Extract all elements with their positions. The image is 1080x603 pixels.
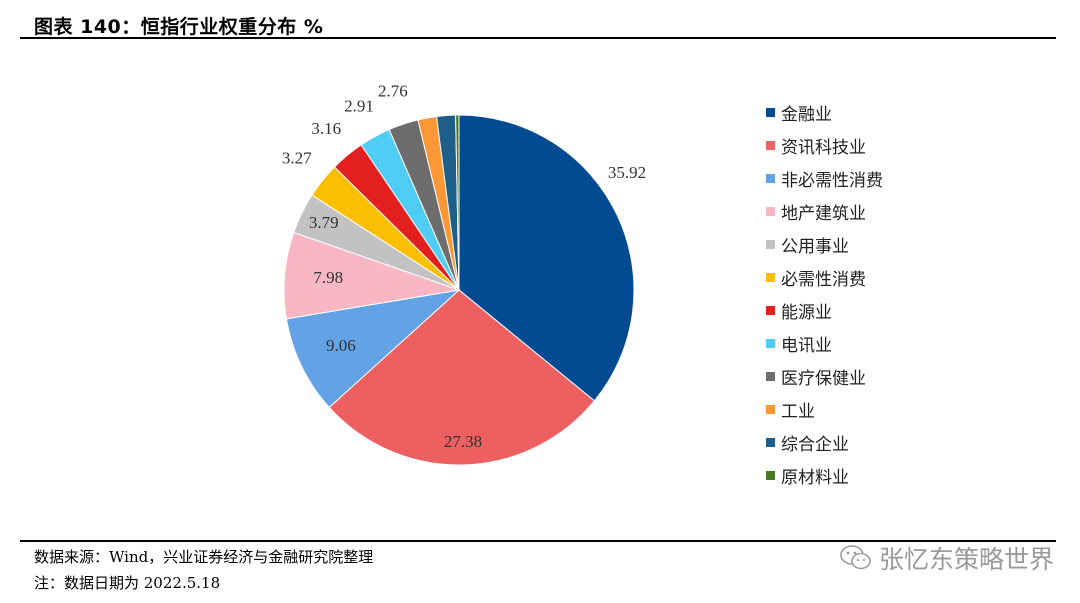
- legend-label: 地产建筑业: [781, 204, 866, 224]
- pie-slice-2: [328, 289, 596, 466]
- wechat-icon: [840, 545, 871, 570]
- legend-label: 电讯业: [781, 336, 832, 356]
- legend-swatch: [766, 273, 775, 282]
- legend-item-2: 资讯科技业: [766, 129, 883, 162]
- watermark: 张忆东策略世界: [839, 540, 1054, 576]
- top-divider: [20, 37, 1056, 39]
- pie-slice-12: [455, 114, 460, 291]
- legend-label: 公用事业: [781, 237, 849, 257]
- legend-item-8: 电讯业: [766, 327, 883, 360]
- legend-label: 金融业: [781, 105, 832, 125]
- legend-item-5: 公用事业: [766, 228, 883, 261]
- legend-label: 资讯科技业: [781, 138, 866, 158]
- slice-label-3: 9.06: [326, 336, 356, 355]
- legend-item-11: 综合企业: [766, 426, 883, 459]
- slice-label-9: 2.76: [378, 82, 408, 101]
- legend-label: 工业: [781, 402, 815, 422]
- watermark-text: 张忆东策略世界: [878, 545, 1054, 574]
- slice-label-2: 27.38: [444, 432, 482, 451]
- legend-label: 医疗保健业: [781, 369, 866, 389]
- legend-label: 综合企业: [781, 435, 849, 455]
- slice-label-8: 2.91: [344, 97, 374, 116]
- slice-label-7: 3.16: [311, 119, 341, 138]
- legend-item-6: 必需性消费: [766, 261, 883, 294]
- legend-swatch: [766, 240, 775, 249]
- pie-slice-1: [458, 114, 635, 402]
- legend-swatch: [766, 405, 775, 414]
- legend-item-12: 原材料业: [766, 459, 883, 492]
- slice-label-5: 3.79: [309, 213, 339, 232]
- legend-swatch: [766, 471, 775, 480]
- slice-label-1: 35.92: [608, 163, 646, 182]
- chart-title: 图表 140：恒指行业权重分布 %: [34, 16, 324, 38]
- legend-swatch: [766, 339, 775, 348]
- legend-swatch: [766, 306, 775, 315]
- legend-item-3: 非必需性消费: [766, 162, 883, 195]
- legend-item-7: 能源业: [766, 294, 883, 327]
- legend-label: 非必需性消费: [781, 171, 883, 191]
- pie-slice-3: [285, 289, 461, 409]
- slice-label-6: 3.27: [282, 149, 312, 168]
- legend-label: 必需性消费: [781, 270, 866, 290]
- legend-item-10: 工业: [766, 393, 883, 426]
- legend-label: 能源业: [781, 303, 832, 323]
- bottom-divider: [20, 540, 1056, 542]
- legend-label: 原材料业: [781, 468, 849, 488]
- legend-swatch: [766, 438, 775, 447]
- date-note: 注：数据日期为 2022.5.18: [34, 574, 221, 592]
- legend-swatch: [766, 141, 775, 150]
- legend-swatch: [766, 108, 775, 117]
- legend-item-4: 地产建筑业: [766, 195, 883, 228]
- legend-item-1: 金融业: [766, 96, 883, 129]
- legend-swatch: [766, 174, 775, 183]
- source-note: 数据来源：Wind，兴业证券经济与金融研究院整理: [34, 548, 374, 566]
- slice-label-4: 7.98: [313, 268, 343, 287]
- legend-swatch: [766, 207, 775, 216]
- legend-swatch: [766, 372, 775, 381]
- chart-legend: 金融业资讯科技业非必需性消费 地产建筑业公用事业必需性消费能源业电讯业医疗保健业工…: [766, 96, 883, 492]
- legend-item-9: 医疗保健业: [766, 360, 883, 393]
